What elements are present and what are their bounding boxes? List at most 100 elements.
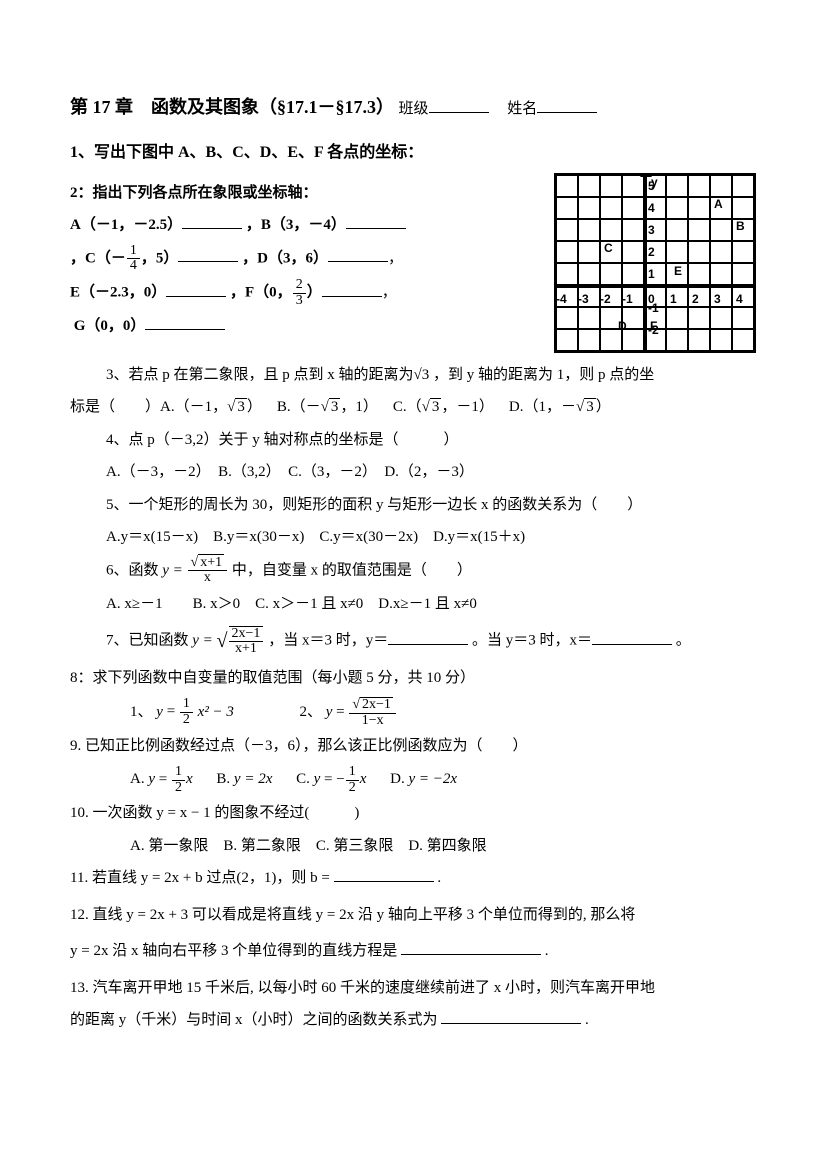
q7-pre: 7、已知函数: [106, 633, 189, 649]
q6-num: x+1: [198, 554, 224, 570]
q2-c-post: ，5）: [141, 250, 179, 266]
q3-line2: 标是（ ）A.（－1，√3） B.（－√3，1） C.（√3，－1） D.（1，…: [70, 393, 756, 422]
q7-blank-1[interactable]: [388, 628, 468, 645]
q3-c-pre: C.（: [393, 399, 422, 415]
class-blank[interactable]: [429, 96, 489, 113]
xtick: -4: [556, 288, 567, 311]
q10-opts: A. 第一象限 B. 第二象限 C. 第三象限 D. 第四象限: [70, 832, 756, 861]
q1-text: 1、写出下图中 A、B、C、D、E、F 各点的坐标：: [70, 138, 756, 168]
q12-l2-post: .: [545, 943, 549, 959]
q6-yeq: y =: [162, 562, 183, 578]
grid-point-b: B: [736, 215, 745, 238]
q2-c-blank[interactable]: [178, 245, 238, 262]
y-axis: [644, 175, 647, 351]
page-title: 函数及其图象（§17.1－§17.3）: [151, 97, 394, 117]
q13-blank[interactable]: [441, 1007, 581, 1024]
grid-point-e: E: [674, 260, 682, 283]
q8-s2-lbl: 2、: [299, 698, 322, 727]
q7-mid2: 。当 y＝3 时，x＝: [472, 633, 592, 649]
q9-c-lbl: C.: [296, 765, 310, 794]
grid-point-a: A: [714, 193, 723, 216]
q2-d: ，D（3，6）: [242, 250, 328, 266]
q2-g-blank[interactable]: [145, 313, 225, 330]
name-blank[interactable]: [537, 96, 597, 113]
q8-s2-n: 2x−1: [360, 697, 393, 713]
q6-mid: 中，自变量 x 的取值范围是（ ）: [232, 562, 472, 578]
q4-opts: A.（－3，－2） B.（3,2） C.（3，－2） D.（2，－3）: [70, 458, 756, 487]
q5-stem: 5、一个矩形的周长为 30，则矩形的面积 y 与矩形一边长 x 的函数关系为（ …: [70, 491, 756, 520]
q12-l1: 12. 直线 y = 2x + 3 可以看成是将直线 y = 2x 沿 y 轴向…: [70, 901, 756, 930]
q2-f-pre: ，F（0，: [230, 285, 292, 301]
q9-a-n: 1: [172, 765, 185, 781]
q6-pre: 6、函数: [106, 562, 159, 578]
q3-d-pre: D.（1，－: [509, 399, 576, 415]
q11-post: .: [437, 870, 441, 886]
q8-s1-lbl: 1、: [130, 698, 153, 727]
q11-blank[interactable]: [334, 865, 434, 882]
q8-s2-d: 1−x: [349, 714, 396, 729]
q2-b-blank[interactable]: [346, 212, 406, 229]
name-label: 姓名: [507, 101, 537, 117]
q13-l2-post: .: [585, 1012, 589, 1028]
coordinate-grid-figure: /* grid drawn by structural cells below …: [554, 173, 756, 353]
q7-mid: ，当 x＝3 时，y＝: [268, 633, 388, 649]
q3-d-post: ）: [596, 399, 611, 415]
q3-a-pre: 标是（ ）A.（－1，: [70, 399, 227, 415]
q9-c-d: 2: [346, 781, 359, 796]
xtick: 3: [714, 288, 721, 311]
ytick: 3: [648, 219, 655, 242]
page-header: 第 17 章 函数及其图象（§17.1－§17.3） 班级 姓名: [70, 90, 756, 124]
q2-a: A（－1，－2.5）: [70, 217, 182, 233]
q10-stem: 10. 一次函数 y = x − 1 的图象不经过( ): [70, 799, 756, 828]
q9-a-d: 2: [172, 781, 185, 796]
q8-s1-d: 2: [180, 713, 193, 728]
q9-d-txt: y = −2x: [408, 765, 457, 794]
q8-s1-n: 1: [180, 697, 193, 713]
ytick: 2: [648, 241, 655, 264]
q3-line1: 3、若点 p 在第二象限，且 p 点到 x 轴的距离为√3 ，到 y 轴的距离为…: [70, 361, 756, 390]
q2-e: E（－2.3，0）: [70, 285, 166, 301]
q8-s1-eq: x² − 3: [198, 698, 234, 727]
q2-f-post: ）: [307, 285, 322, 301]
q13-l2-pre: 的距离 y（千米）与时间 x（小时）之间的函数关系式为: [70, 1012, 438, 1028]
xtick: 2: [692, 288, 699, 311]
xtick: -1: [622, 288, 633, 311]
q11: 11. 若直线 y = 2x + b 过点(2，1)，则 b = .: [70, 864, 756, 893]
xtick: -3: [578, 288, 589, 311]
q2-d-blank[interactable]: [328, 245, 388, 262]
q12-l2: y = 2x 沿 x 轴向右平移 3 个单位得到的直线方程是 .: [70, 937, 756, 966]
q7-stem: 7、已知函数 y = √2x−1x+1 ，当 x＝3 时，y＝ 。当 y＝3 时…: [70, 622, 756, 660]
q7-num: 2x−1: [229, 627, 264, 643]
xtick: -2: [600, 288, 611, 311]
q6-opts: A. x≥－1 B. x＞0 C. x＞－1 且 x≠0 D.x≥－1 且 x≠…: [70, 590, 756, 619]
ytick: 4: [648, 197, 655, 220]
grid-point-c: C: [604, 237, 613, 260]
q13-l2: 的距离 y（千米）与时间 x（小时）之间的函数关系式为 .: [70, 1006, 756, 1035]
q2-c-pre: ，C（－: [70, 250, 126, 266]
grid-point-d: D: [618, 315, 627, 338]
q2-f-blank[interactable]: [322, 280, 382, 297]
q7-den: x+1: [229, 642, 264, 657]
q9-d-lbl: D.: [390, 765, 405, 794]
q12-blank[interactable]: [401, 938, 541, 955]
ytick: 1: [648, 263, 655, 286]
q9-b-lbl: B.: [216, 765, 230, 794]
q3-c-post: ，－1）: [441, 399, 494, 415]
q3-b-pre: B.（－: [277, 399, 321, 415]
grid-point-f: F: [650, 315, 657, 338]
q4-stem: 4、点 p（－3,2）关于 y 轴对称点的坐标是（ ）: [70, 426, 756, 455]
q7-yeq: y =: [192, 633, 213, 649]
q5-opts: A.y＝x(15－x) B.y＝x(30－x) C.y＝x(30－2x) D.y…: [70, 523, 756, 552]
q12-l2-pre: y = 2x 沿 x 轴向右平移 3 个单位得到的直线方程是: [70, 943, 397, 959]
q13-l1: 13. 汽车离开甲地 15 千米后, 以每小时 60 千米的速度继续前进了 x …: [70, 974, 756, 1003]
ytick: 5: [648, 175, 655, 198]
q7-blank-2[interactable]: [592, 628, 672, 645]
q2-a-blank[interactable]: [182, 212, 242, 229]
xtick: 1: [670, 288, 677, 311]
worksheet-page: 第 17 章 函数及其图象（§17.1－§17.3） 班级 姓名 1、写出下图中…: [0, 0, 826, 1169]
q8-stem: 8：求下列函数中自变量的取值范围（每小题 5 分，共 10 分）: [70, 664, 756, 693]
q2-b: ，B（3，－4）: [246, 217, 346, 233]
chapter-label: 第 17 章: [70, 97, 133, 117]
q9-a-lbl: A.: [130, 765, 145, 794]
q2-e-blank[interactable]: [166, 280, 226, 297]
